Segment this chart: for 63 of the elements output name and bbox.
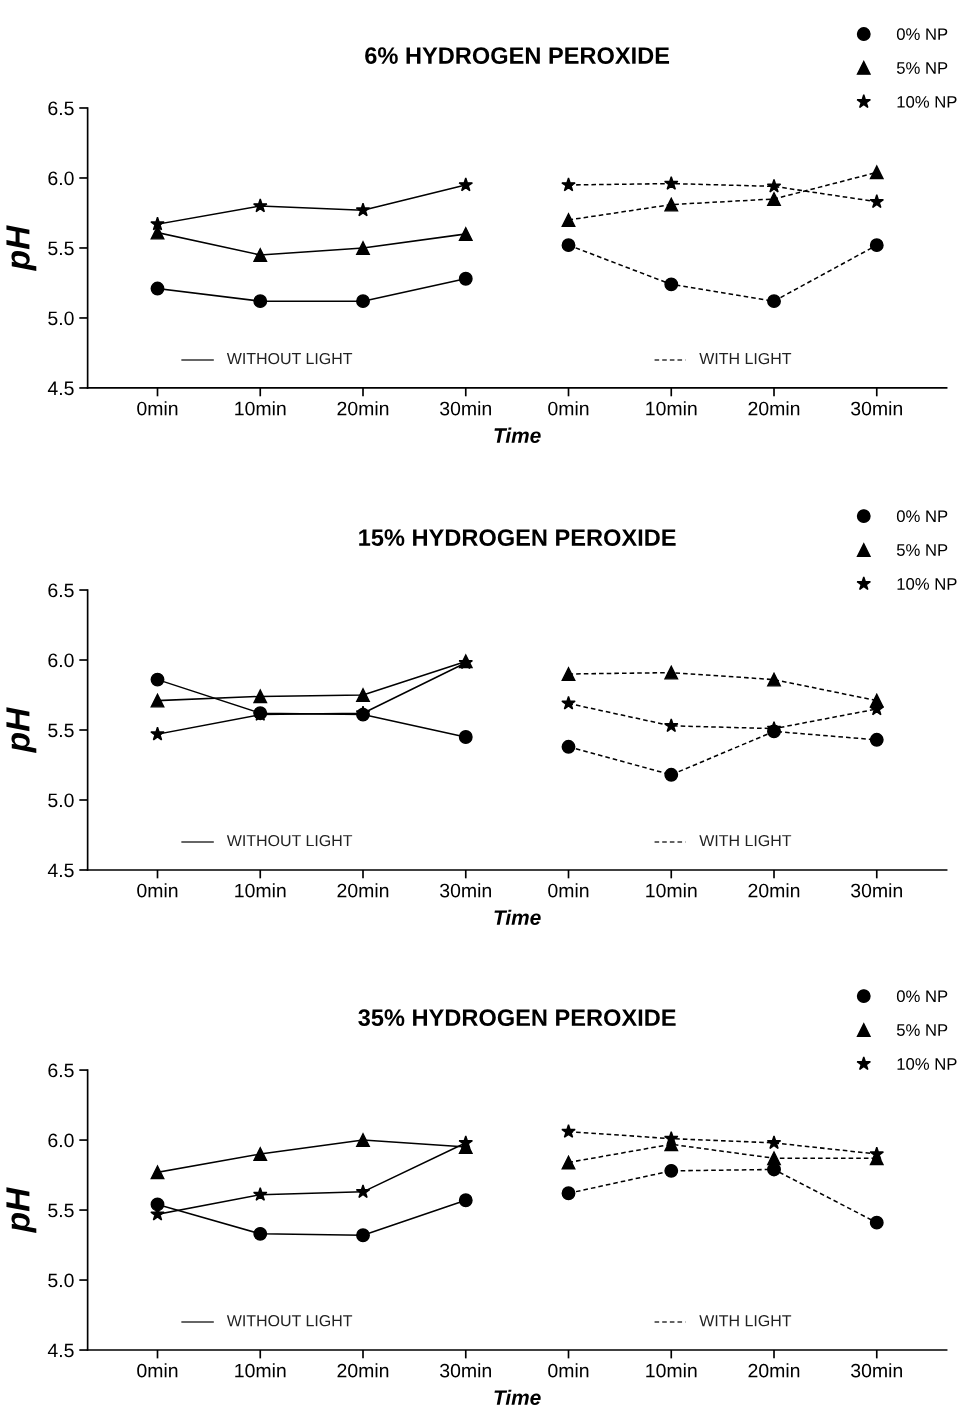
- x-tick-label: 10min: [646, 401, 697, 416]
- x-tick-label: 20min: [337, 1363, 389, 1378]
- legend-label: 10% NP: [897, 95, 957, 108]
- y-tick-label: 4.5: [47, 381, 74, 396]
- x-tick-label: 30min: [440, 401, 491, 416]
- x-tick-label: 0min: [137, 883, 178, 898]
- y-tick-label: 4.5: [47, 863, 74, 878]
- y-tick-label: 6.5: [48, 101, 74, 116]
- x-tick-label: 20min: [337, 401, 389, 416]
- y-tick-label: 6.5: [48, 583, 74, 598]
- x-tick-label: 0min: [137, 1363, 178, 1378]
- y-tick-label: 5.0: [48, 311, 74, 326]
- x-tick-label: 20min: [748, 883, 800, 898]
- x-tick-label: 30min: [440, 1363, 491, 1378]
- chart-title: 15% HYDROGEN PEROXIDE: [359, 529, 676, 546]
- y-axis-title: pH: [6, 225, 37, 271]
- y-tick-label: 4.5: [47, 1343, 74, 1358]
- x-tick-label: 0min: [137, 401, 178, 416]
- y-tick-label: 6.0: [48, 1133, 74, 1148]
- annotation: WITHOUT LIGHT: [226, 352, 353, 365]
- x-tick-label: 10min: [646, 883, 697, 898]
- x-tick-label: 30min: [851, 401, 902, 416]
- x-axis-title: Time: [494, 427, 541, 443]
- x-tick-label: 30min: [851, 1363, 902, 1378]
- x-axis-title: Time: [494, 1389, 541, 1405]
- x-tick-label: 10min: [646, 1363, 697, 1378]
- x-tick-label: 20min: [748, 401, 800, 416]
- y-tick-label: 5.5: [48, 1203, 74, 1218]
- y-tick-label: 5.0: [48, 1273, 74, 1288]
- annotation: WITH LIGHT: [699, 352, 792, 365]
- x-tick-label: 20min: [748, 1363, 800, 1378]
- annotation: WITH LIGHT: [699, 834, 792, 847]
- legend-label: 0% NP: [896, 28, 948, 41]
- legend-label: 5% NP: [896, 62, 948, 74]
- chart-title: 6% HYDROGEN PEROXIDE: [365, 47, 670, 64]
- y-tick-label: 5.5: [48, 241, 74, 256]
- y-axis-title: pH: [6, 1187, 37, 1233]
- annotation: WITHOUT LIGHT: [226, 834, 353, 847]
- y-tick-label: 6.5: [48, 1063, 74, 1078]
- y-tick-label: 5.5: [48, 723, 74, 738]
- y-tick-label: 6.0: [48, 653, 74, 668]
- y-tick-label: 6.0: [48, 171, 74, 186]
- x-tick-label: 0min: [548, 401, 589, 416]
- legend-label: 5% NP: [896, 1024, 948, 1036]
- x-tick-label: 30min: [851, 883, 902, 898]
- x-tick-label: 10min: [235, 1363, 286, 1378]
- y-axis-title: pH: [6, 707, 37, 753]
- x-tick-label: 30min: [440, 883, 491, 898]
- chart-title: 35% HYDROGEN PEROXIDE: [358, 1009, 676, 1027]
- x-tick-label: 10min: [235, 883, 286, 898]
- legend-label: 5% NP: [896, 544, 948, 556]
- legend-label: 10% NP: [897, 1058, 957, 1070]
- x-tick-label: 10min: [235, 401, 286, 416]
- y-tick-label: 5.0: [48, 793, 74, 808]
- x-tick-label: 0min: [548, 1363, 589, 1378]
- x-tick-label: 20min: [337, 883, 389, 898]
- annotation: WITH LIGHT: [699, 1315, 792, 1327]
- legend-label: 0% NP: [896, 990, 948, 1003]
- legend-label: 10% NP: [897, 578, 957, 590]
- legend-label: 0% NP: [896, 510, 948, 523]
- x-axis-title: Time: [494, 909, 541, 925]
- annotation: WITHOUT LIGHT: [226, 1315, 353, 1327]
- x-tick-label: 0min: [548, 883, 589, 898]
